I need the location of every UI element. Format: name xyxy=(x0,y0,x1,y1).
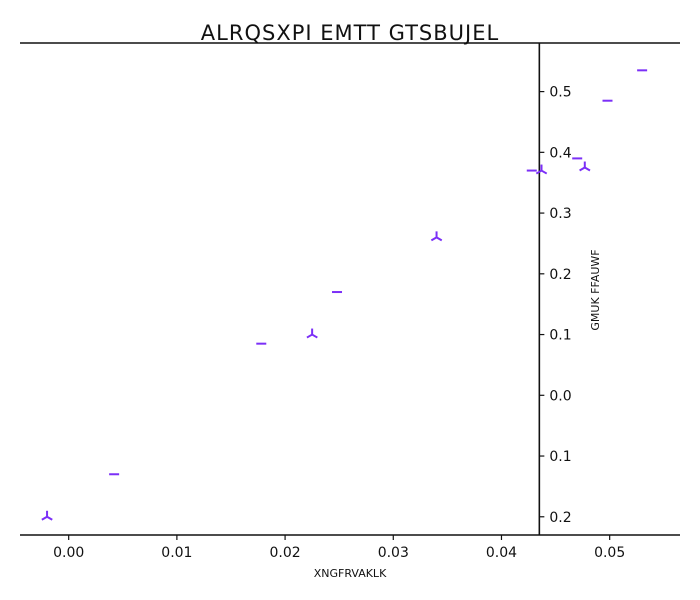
data-point-tri xyxy=(306,328,318,339)
y-tick-group: 0.2 0.1 0.0 0.1 0.2 0.3 0.4 0.5 xyxy=(539,85,572,526)
y-tick-label: 0.2 xyxy=(549,510,571,526)
chart-title: ALRQSXPI EMTT GTSBUJEL xyxy=(201,21,499,45)
y-tick-label: 0.1 xyxy=(549,449,571,465)
y-tick-label: 0.0 xyxy=(549,388,571,404)
data-points xyxy=(41,69,648,521)
x-tick-label: 0.05 xyxy=(594,545,625,561)
y-axis-label: GMUK FFAUWF xyxy=(589,249,602,330)
x-tick-label: 0.01 xyxy=(161,545,192,561)
x-tick-label: 0.00 xyxy=(53,545,84,561)
x-tick-label: 0.03 xyxy=(378,545,409,561)
data-point-tri xyxy=(579,161,591,172)
y-tick-label: 0.3 xyxy=(549,206,571,222)
x-tick-label: 0.02 xyxy=(269,545,300,561)
y-tick-label: 0.2 xyxy=(549,267,571,283)
data-point-tri xyxy=(430,231,443,242)
data-point-tri xyxy=(535,164,548,175)
x-axis-label: XNGFRVAKLK xyxy=(314,567,387,580)
y-tick-label: 0.4 xyxy=(549,145,571,161)
y-tick-label: 0.1 xyxy=(549,328,571,344)
y-tick-label: 0.5 xyxy=(549,85,571,101)
x-tick-group: 0.00 0.01 0.02 0.03 0.04 0.05 xyxy=(53,535,625,561)
x-tick-label: 0.04 xyxy=(486,545,517,561)
data-point-tri xyxy=(41,510,53,521)
